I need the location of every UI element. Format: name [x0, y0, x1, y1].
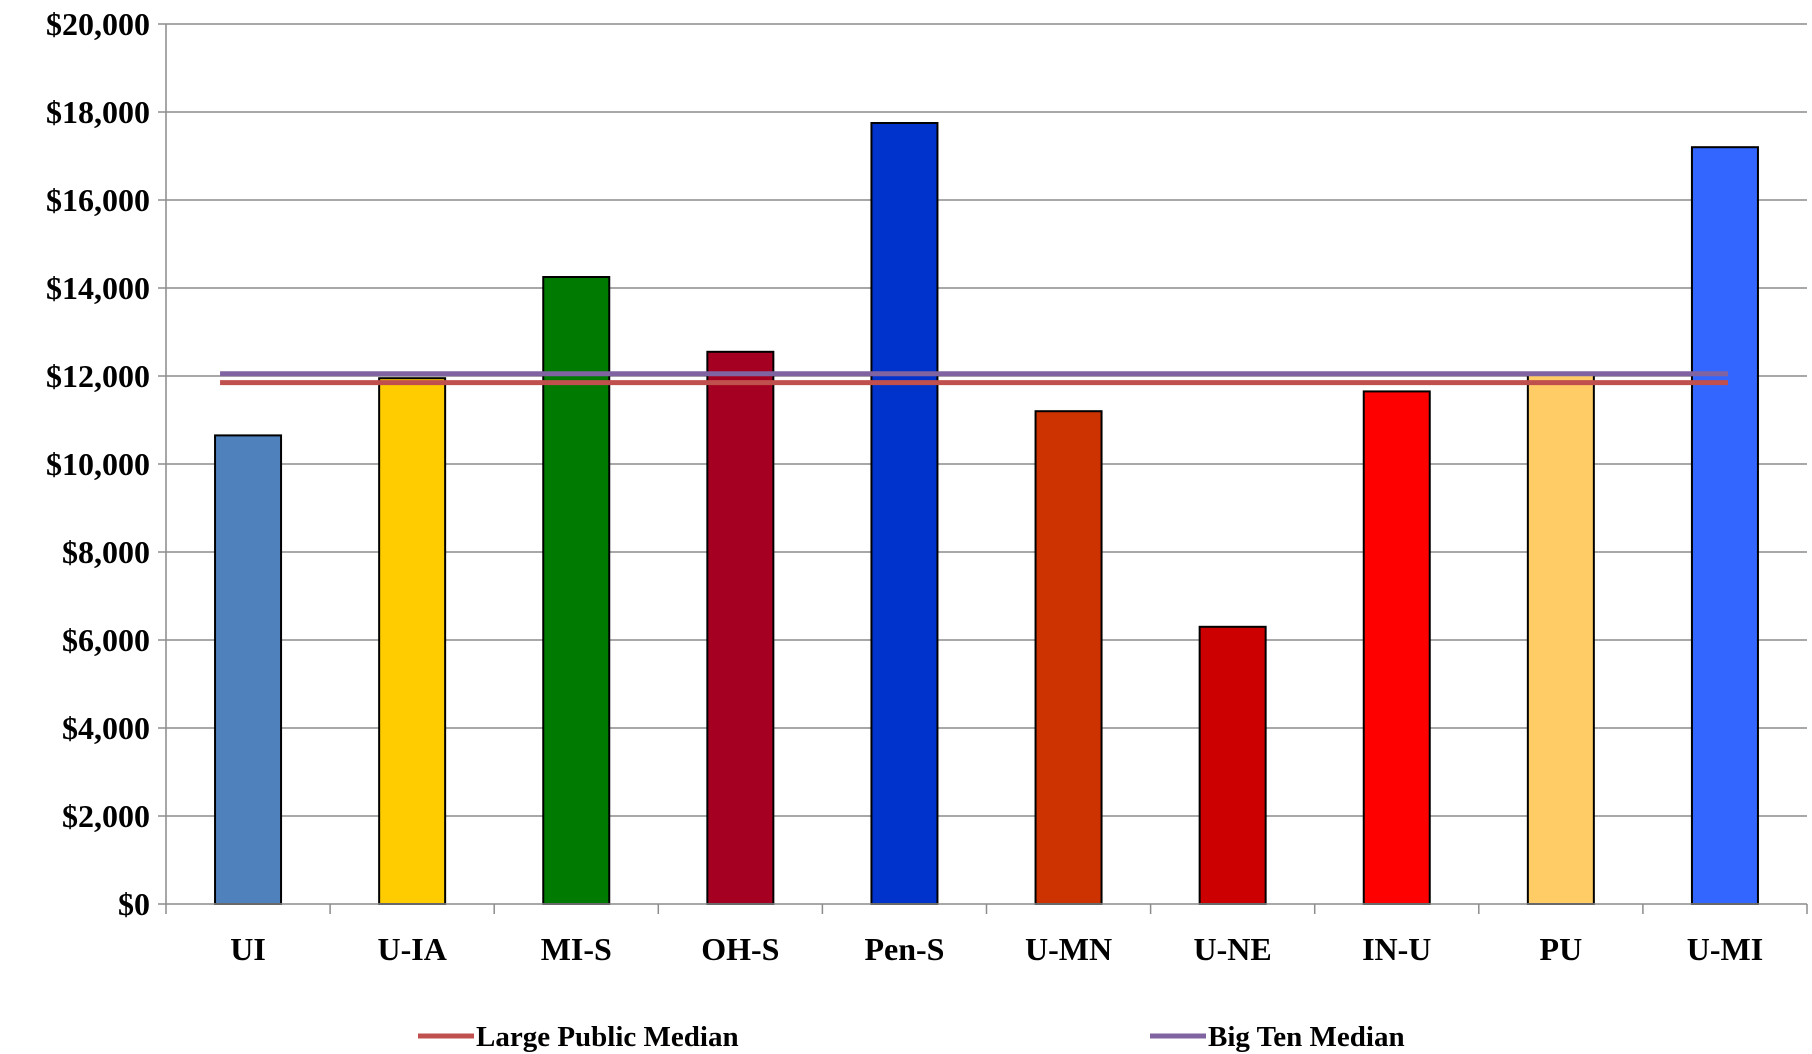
bar-mi-s [542, 276, 611, 905]
x-tick-label: U-NE [1194, 931, 1272, 967]
x-tick-label: U-IA [377, 931, 446, 967]
x-tick-label: Pen-S [864, 931, 944, 967]
bar-ui [214, 434, 283, 905]
y-axis-tick-labels: $0 $2,000 $4,000 $6,000 $8,000 $10,000 $12,000… [46, 6, 150, 922]
y-tick-label: $10,000 [46, 446, 150, 482]
bar-u-ne [1198, 625, 1267, 905]
legend: Large Public Median Big Ten Median [418, 1021, 1405, 1053]
y-tick-label: $6,000 [62, 622, 150, 658]
bar-u-ia [378, 377, 447, 905]
y-tick-label: $14,000 [46, 270, 150, 306]
x-tick-label: UI [230, 931, 266, 967]
bar-u-mn [1034, 410, 1103, 905]
x-tick-label: MI-S [541, 931, 612, 967]
x-axis-tick-labels: UI U-IA MI-S OH-S Pen-S U-MN U-NE IN-U PU U-MI [230, 931, 1763, 967]
legend-label: Large Public Median [476, 1021, 739, 1053]
legend-label: Big Ten Median [1208, 1021, 1405, 1053]
axes [158, 23, 1808, 914]
y-tick-label: $16,000 [46, 182, 150, 218]
bar-u-mi [1690, 146, 1759, 905]
bar-pu [1526, 372, 1595, 905]
y-tick-label: $20,000 [46, 6, 150, 42]
y-tick-label: $12,000 [46, 358, 150, 394]
bars [214, 122, 1759, 905]
y-tick-label: $4,000 [62, 710, 150, 746]
bar-oh-s [706, 350, 775, 905]
y-tick-label: $18,000 [46, 94, 150, 130]
bar-in-u [1362, 390, 1431, 905]
x-tick-label: OH-S [701, 931, 779, 967]
reference-lines [220, 371, 1728, 386]
x-tick-label: PU [1540, 931, 1583, 967]
y-tick-label: $8,000 [62, 534, 150, 570]
y-tick-label: $0 [118, 886, 150, 922]
bar-pen-s [870, 122, 939, 905]
x-tick-label: IN-U [1362, 931, 1431, 967]
y-tick-label: $2,000 [62, 798, 150, 834]
x-tick-label: U-MI [1687, 931, 1763, 967]
x-tick-label: U-MN [1025, 931, 1112, 967]
